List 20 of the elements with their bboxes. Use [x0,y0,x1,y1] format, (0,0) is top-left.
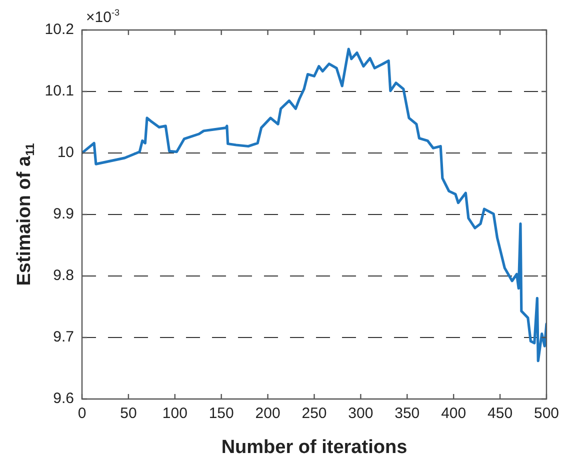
y-tick-label: 9.8 [53,267,74,284]
y-tick-label: 10.2 [44,21,74,38]
x-tick-label: 500 [534,405,559,422]
x-tick-label: 150 [208,405,234,422]
x-tick-label: 200 [255,405,280,422]
x-axis-title: Number of iterations [221,436,408,458]
x-tick-label: 350 [394,405,420,422]
y-tick-label: 9.6 [53,390,74,408]
x-tick-label: 100 [162,405,188,422]
x-tick-label: 50 [120,405,137,422]
y-tick-label: 9.9 [53,206,74,223]
x-tick-label: 0 [78,405,86,422]
y-tick-label: 10.1 [44,82,74,100]
x-tick-label: 400 [441,405,466,422]
y-tick-label: 10 [57,144,74,162]
y-tick-label: 9.7 [53,328,74,346]
x-tick-label: 300 [348,405,374,422]
x-tick-label: 250 [302,405,327,422]
y-axis-title: Estimaion of a11 [14,142,37,286]
x-tick-label: 450 [488,405,513,422]
